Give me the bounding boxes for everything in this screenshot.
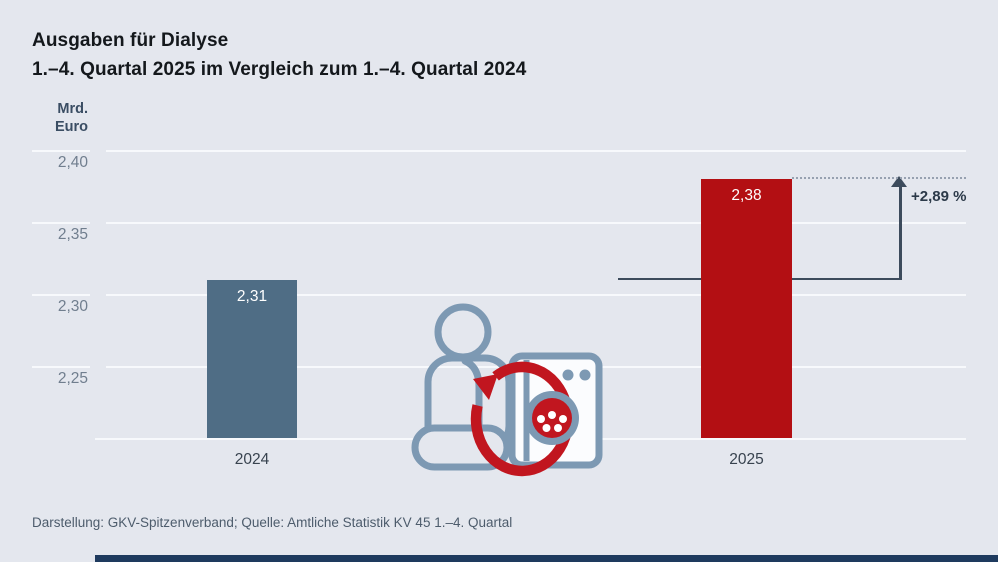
patient-head xyxy=(434,303,492,361)
dotted-reference-line xyxy=(792,176,966,179)
percent-change-label: +2,89 % xyxy=(911,188,967,205)
bar-2025-value-label: 2,38 xyxy=(731,186,762,204)
y-tick-mark xyxy=(32,294,90,296)
y-tick-label: 2,35 xyxy=(57,226,88,243)
circulation-arrowhead-icon xyxy=(473,374,498,400)
dialyzer-dot xyxy=(559,415,567,423)
y-tick-label: 2,25 xyxy=(57,370,88,387)
y-axis-unit-line2: Euro xyxy=(54,119,88,135)
y-tick-mark xyxy=(32,150,90,152)
dialyzer-dot xyxy=(537,415,545,423)
arrow-up-icon xyxy=(891,175,907,187)
y-axis-unit-label: Mrd. Euro xyxy=(0,100,88,136)
y-tick-mark xyxy=(32,366,90,368)
chart-subtitle: 1.–4. Quartal 2025 im Vergleich zum 1.–4… xyxy=(32,59,527,80)
y-tick-label: 2,40 xyxy=(57,154,88,171)
gridline xyxy=(106,150,966,152)
bar-2025: 2,38 xyxy=(701,178,792,438)
source-note: Darstellung: GKV-Spitzenverband; Quelle:… xyxy=(32,515,513,530)
dialyzer-dot xyxy=(542,424,551,432)
gridline xyxy=(106,294,966,296)
gridline xyxy=(106,222,966,224)
y-tick-label: 2,30 xyxy=(57,298,88,315)
dialyzer-dot xyxy=(554,424,562,432)
patient-arm xyxy=(461,357,483,449)
x-axis-label-2025: 2025 xyxy=(729,451,764,468)
chart-title: Ausgaben für Dialyse xyxy=(32,30,229,51)
x-axis-label-2024: 2024 xyxy=(234,451,270,468)
machine-knob-icon xyxy=(579,369,591,381)
machine-knob-icon xyxy=(562,369,574,381)
blood-circulation-arrow-icon xyxy=(470,361,574,477)
bar-2024-value-label: 2,31 xyxy=(236,287,268,305)
dialyzer-dot xyxy=(548,411,556,419)
y-axis-unit-line1: Mrd. xyxy=(57,101,88,117)
bar-2024: 2,31 xyxy=(207,279,297,438)
y-tick-mark xyxy=(32,222,90,224)
dialysis-patient-and-machine-icon xyxy=(411,303,603,477)
increase-arrow-line xyxy=(899,185,902,280)
bottom-accent-bar xyxy=(95,555,998,562)
